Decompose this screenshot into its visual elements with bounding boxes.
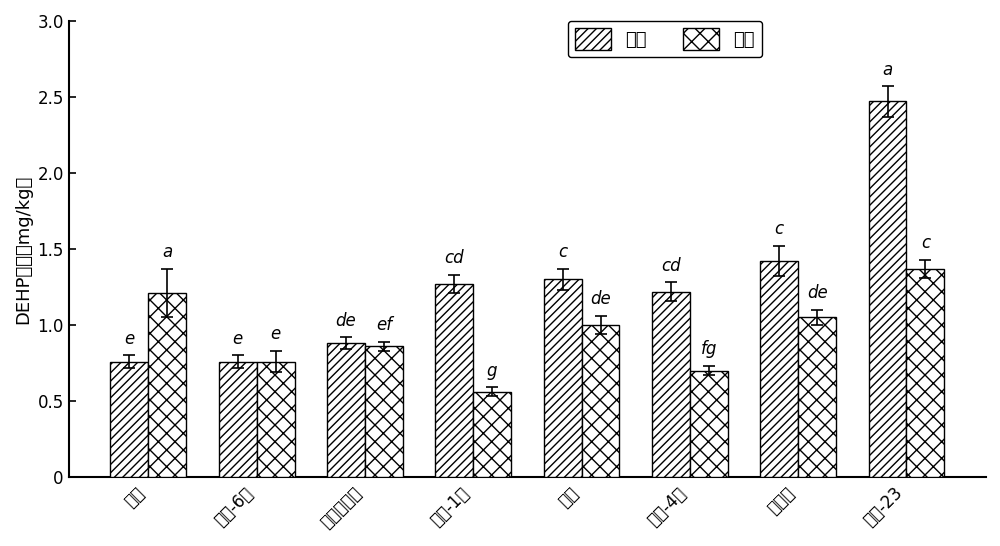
Text: ef: ef	[376, 316, 392, 334]
Text: cd: cd	[444, 249, 464, 267]
Bar	[219, 361, 257, 477]
Text: g: g	[487, 362, 497, 380]
Bar	[473, 392, 511, 477]
Bar	[582, 325, 619, 477]
Text: c: c	[921, 234, 930, 252]
Text: de: de	[807, 284, 828, 302]
Bar	[869, 102, 906, 477]
Text: cd: cd	[661, 257, 681, 275]
Bar	[690, 371, 728, 477]
Text: fg: fg	[701, 341, 717, 359]
Bar	[906, 269, 944, 477]
Bar	[365, 346, 403, 477]
Bar	[435, 284, 473, 477]
Text: e: e	[233, 330, 243, 348]
Y-axis label: DEHP含量（mg/kg）: DEHP含量（mg/kg）	[14, 174, 32, 324]
Bar	[544, 280, 582, 477]
Text: a: a	[162, 243, 172, 261]
Bar	[148, 293, 186, 477]
Text: de: de	[336, 312, 356, 330]
Text: a: a	[882, 61, 893, 79]
Text: e: e	[270, 325, 281, 343]
Text: c: c	[558, 243, 567, 261]
Text: c: c	[775, 221, 784, 239]
Bar	[798, 317, 836, 477]
Bar	[257, 361, 295, 477]
Bar	[327, 343, 365, 477]
Text: de: de	[590, 290, 611, 308]
Bar	[652, 292, 690, 477]
Legend: 茎叶, 根系: 茎叶, 根系	[568, 21, 762, 57]
Bar	[110, 361, 148, 477]
Bar	[760, 261, 798, 477]
Text: e: e	[124, 330, 134, 348]
